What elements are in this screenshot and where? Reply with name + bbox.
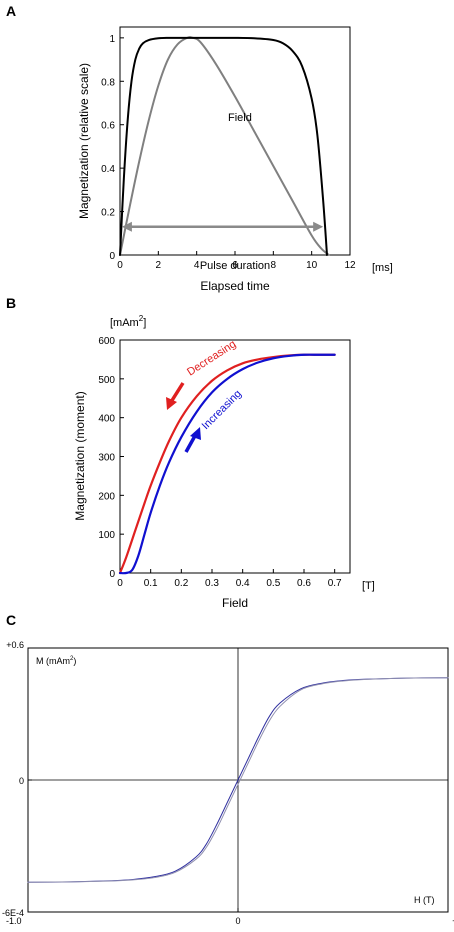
- panel-b-y-tick-label: 0: [109, 569, 115, 580]
- panel-a-x-unit: [ms]: [372, 262, 393, 274]
- panel-c-series-line-0: [27, 677, 449, 883]
- panel-a-x-label: Elapsed time: [200, 279, 270, 293]
- panel-b-x-tick-label: 0: [117, 578, 123, 589]
- panel-a-y-tick-label: 0.4: [101, 164, 115, 175]
- panel-c-x-label: H (T): [414, 895, 435, 905]
- decreasing-arrow-head: [166, 397, 177, 410]
- panel-b-plot-frame: [119, 339, 351, 574]
- panel-b-series-line-0: [118, 353, 336, 575]
- panel-c-x-tick-label: +1.0: [452, 916, 454, 926]
- panel-b-x-tick-label: 0.6: [297, 578, 311, 589]
- panel-b-letter: B: [6, 295, 16, 311]
- panel-a-x-tick-label: 10: [306, 260, 318, 271]
- panel-b-y-tick-label: 400: [98, 414, 115, 425]
- panel-b-series-line-1: [118, 353, 336, 575]
- panel-c-series: [27, 677, 449, 883]
- panel-b-y-tick-label: 200: [98, 491, 115, 502]
- pulse-duration-label: Pulse duration: [200, 260, 270, 272]
- panel-a-letter: A: [6, 3, 16, 19]
- panel-b-annotations: Decreasing Increasing: [166, 338, 244, 453]
- panel-a-series-line-0: [119, 36, 330, 256]
- panel-c-y-tick-label: +0.6: [6, 640, 24, 650]
- panel-b-x-tick-label: 0.5: [266, 578, 280, 589]
- panel-a-y-tick-label: 0.8: [101, 77, 115, 88]
- panel-a-y-label: Magnetization (relative scale): [77, 63, 91, 219]
- panel-a-x-tick-label: 4: [194, 260, 200, 271]
- panel-a: A 0 2 4 6 8 10 12 0 0.2 0.4 0.6 0.8 1 Pulse duration…: [6, 3, 393, 293]
- panel-a-ticks: 0 2 4 6 8 10 12 0 0.2 0.4 0.6 0.8 1: [101, 34, 356, 271]
- panel-b-series: [118, 353, 336, 575]
- panel-c-y-label-end: ): [73, 656, 76, 666]
- panel-c-y-label-sup: 2: [70, 656, 74, 662]
- panel-c-y-label-base: M (mAm: [36, 656, 70, 666]
- panel-a-x-tick-label: 6: [232, 260, 238, 271]
- panel-c-letter: C: [6, 612, 16, 628]
- panel-a-y-tick-label: 1: [109, 34, 115, 45]
- panel-a-x-tick-label: 0: [117, 260, 123, 271]
- panel-a-y-tick-label: 0.6: [101, 121, 115, 132]
- panel-b-x-tick-label: 0.4: [236, 578, 250, 589]
- panel-c: C -1.0 0 +1.0 -6E-4 0 +0.6 M (mAm2) H (T): [2, 612, 454, 926]
- panel-b-x-unit: [T]: [362, 580, 375, 592]
- increasing-label: Increasing: [200, 388, 244, 432]
- panel-b: B [mAm2] 0 0.1 0.2 0.3 0.4 0.5 0.6 0.7 0 100 200 30…: [6, 295, 375, 610]
- panel-b-y-unit-sup: 2: [139, 314, 144, 323]
- panel-b-y-unit-base: [mAm: [110, 317, 139, 329]
- panel-b-y-tick-label: 500: [98, 375, 115, 386]
- panel-c-y-tick-label: 0: [19, 776, 24, 786]
- panel-b-x-tick-label: 0.3: [205, 578, 219, 589]
- decreasing-arrow-shaft: [169, 382, 185, 403]
- panel-c-series-line-1: [27, 677, 449, 883]
- panel-b-ticks: 0 0.1 0.2 0.3 0.4 0.5 0.6 0.7 0 100 200 300 400 500 60…: [98, 336, 342, 589]
- panel-b-y-tick-label: 100: [98, 530, 115, 541]
- panel-a-plot-frame: [119, 26, 351, 256]
- pulse-arrow-left-head: [121, 221, 132, 232]
- panel-b-x-tick-label: 0.2: [174, 578, 188, 589]
- panel-b-y-tick-label: 600: [98, 336, 115, 347]
- panel-a-series-line-1: [119, 36, 328, 256]
- panel-b-y-unit-end: ]: [143, 317, 146, 329]
- panel-b-x-label: Field: [222, 596, 248, 610]
- pulse-arrow-right-head: [313, 221, 324, 232]
- field-curve-label: Field: [228, 112, 252, 124]
- panel-b-x-tick-label: 0.1: [144, 578, 158, 589]
- increasing-arrow-head: [190, 427, 201, 440]
- panel-c-y-tick-label: -6E-4: [2, 908, 24, 918]
- panel-a-y-tick-label: 0.2: [101, 208, 115, 219]
- panel-b-y-unit: [mAm2]: [110, 314, 146, 329]
- panel-a-x-tick-label: 8: [271, 260, 277, 271]
- decreasing-label: Decreasing: [185, 338, 238, 378]
- panel-a-annotations: Pulse duration Field: [121, 112, 324, 272]
- panel-c-x-tick-label: -1.0: [6, 916, 22, 926]
- panel-b-x-tick-label: 0.7: [328, 578, 342, 589]
- panel-a-x-tick-label: 12: [344, 260, 356, 271]
- panel-a-series: [119, 36, 330, 256]
- panel-a-y-tick-label: 0: [109, 251, 115, 262]
- panel-c-ticks: -1.0 0 +1.0 -6E-4 0 +0.6: [2, 640, 454, 926]
- panel-c-y-label: M (mAm2): [36, 656, 76, 666]
- panel-b-y-tick-label: 300: [98, 453, 115, 464]
- panel-b-y-label: Magnetization (moment): [73, 391, 87, 520]
- panel-c-x-tick-label: 0: [235, 916, 240, 926]
- panel-a-x-tick-label: 2: [156, 260, 162, 271]
